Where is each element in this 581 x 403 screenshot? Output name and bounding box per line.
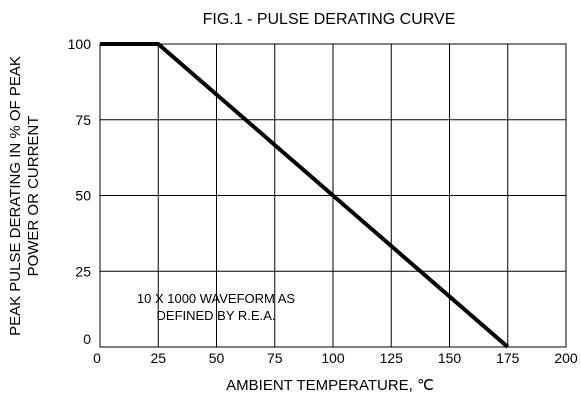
y-axis-ticks: 0 25 50 75 100 — [68, 36, 92, 347]
x-axis-title: AMBIENT TEMPERATURE, ℃ — [226, 377, 434, 394]
y-axis-title-line-1: PEAK PULSE DERATING IN % OF PEAK — [7, 56, 24, 336]
x-tick-label: 75 — [267, 350, 283, 366]
annotation-line-1: 10 X 1000 WAVEFORM AS — [137, 291, 296, 306]
x-tick-label: 175 — [496, 350, 520, 366]
derating-curve-line — [100, 42, 510, 349]
y-axis-title-line-2: POWER OR CURRENT — [25, 116, 42, 277]
x-tick-label: 100 — [321, 350, 345, 366]
x-axis-ticks: 0 25 50 75 100 125 150 175 200 — [93, 350, 578, 366]
y-tick-label: 75 — [75, 112, 91, 128]
x-tick-label: 125 — [380, 350, 404, 366]
y-tick-label: 0 — [83, 331, 91, 347]
x-tick-label: 0 — [93, 350, 101, 366]
annotation-line-2: DEFINED BY R.E.A. — [157, 308, 276, 323]
x-tick-label: 200 — [554, 350, 578, 366]
x-tick-label: 150 — [438, 350, 462, 366]
chart-title: FIG.1 - PULSE DERATING CURVE — [203, 11, 456, 28]
y-tick-label: 50 — [75, 188, 91, 204]
x-tick-label: 25 — [150, 350, 166, 366]
x-tick-label: 50 — [209, 350, 225, 366]
y-tick-label: 100 — [68, 36, 92, 52]
waveform-annotation: 10 X 1000 WAVEFORM AS DEFINED BY R.E.A. — [137, 291, 296, 323]
plot-frame — [99, 43, 567, 348]
y-tick-label: 25 — [75, 263, 91, 279]
y-axis-title: PEAK PULSE DERATING IN % OF PEAK POWER O… — [7, 56, 42, 336]
